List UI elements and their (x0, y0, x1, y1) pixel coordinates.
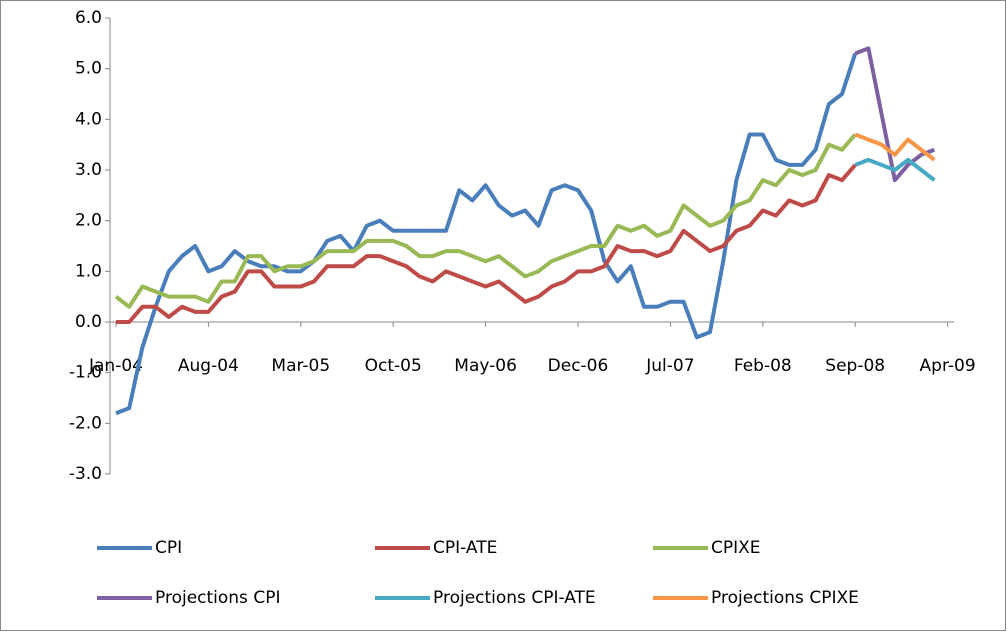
legend-label: Projections CPI (155, 588, 280, 608)
y-tick-label: 1.0 (75, 261, 102, 281)
x-tick-label: Aug-04 (178, 356, 239, 376)
x-tick-label: Feb-08 (734, 356, 792, 376)
series-line (854, 132, 936, 162)
x-tick-label: Oct-05 (365, 356, 422, 376)
x-tick-label: Apr-09 (920, 356, 976, 376)
legend-label: CPI-ATE (433, 538, 497, 558)
x-tick-label: Jul-07 (645, 356, 694, 376)
x-tick-label: Jan-04 (88, 356, 143, 376)
legend-label: CPIXE (711, 538, 761, 558)
series-line (115, 52, 858, 416)
y-tick-label: -3.0 (69, 464, 102, 484)
y-tick-label: 0.0 (75, 312, 102, 332)
x-tick-label: Dec-06 (548, 356, 609, 376)
y-tick-label: 4.0 (75, 109, 102, 129)
y-tick-label: 6.0 (75, 8, 102, 28)
legend-label: Projections CPI-ATE (433, 588, 596, 608)
x-tick-label: May-06 (454, 356, 517, 376)
y-tick-label: 3.0 (75, 160, 102, 180)
y-tick-label: 2.0 (75, 211, 102, 231)
y-tick-label: -2.0 (69, 413, 102, 433)
legend-label: Projections CPIXE (711, 588, 859, 608)
x-tick-label: Sep-08 (825, 356, 885, 376)
series-line (854, 157, 936, 182)
series-line (114, 133, 857, 309)
x-tick-label: Mar-05 (271, 356, 330, 376)
series-line (854, 46, 936, 183)
y-tick-label: -1.0 (69, 363, 102, 383)
series-line (116, 163, 857, 324)
y-tick-label: 5.0 (75, 59, 102, 79)
legend-label: CPI (155, 538, 182, 558)
